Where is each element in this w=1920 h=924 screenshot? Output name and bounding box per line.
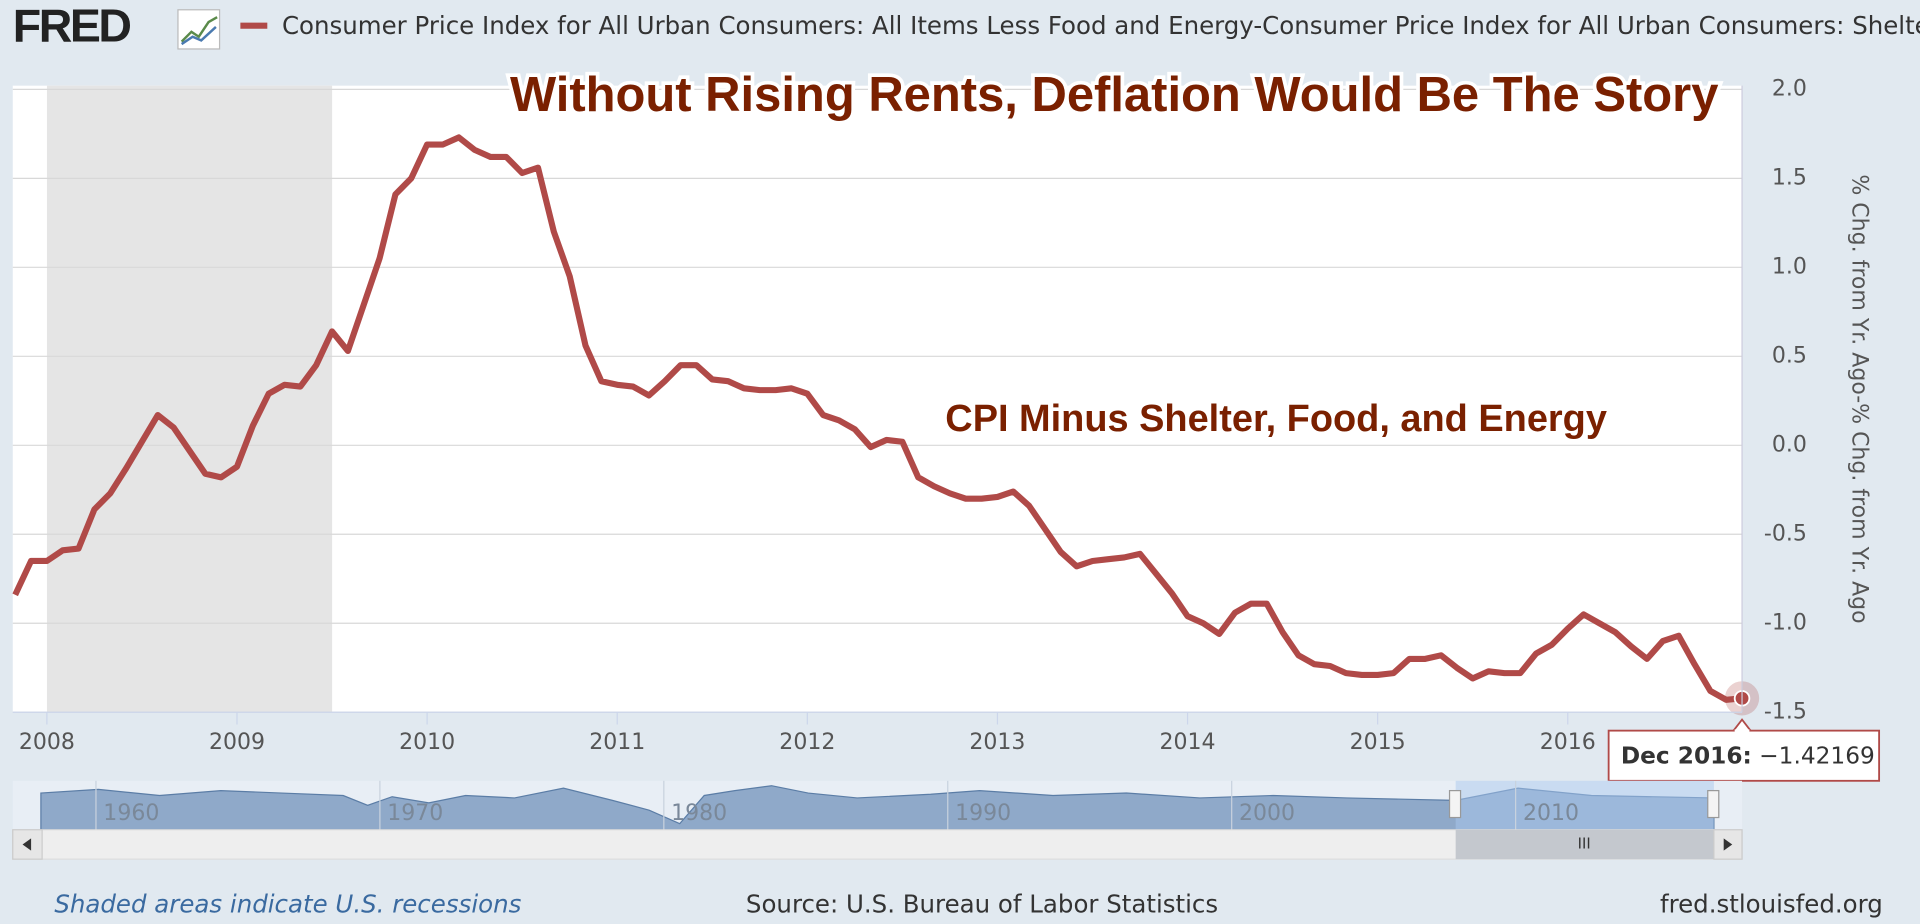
- arrow-right: [1723, 838, 1733, 851]
- navigator-selection: [1455, 780, 1714, 830]
- arrow-left: [22, 838, 32, 851]
- x-tick-label: 2010: [399, 730, 455, 755]
- y-tick-label: 0.0: [1772, 432, 1807, 457]
- y-tick-label: -0.5: [1764, 521, 1807, 546]
- y-tick-label: -1.0: [1764, 610, 1807, 635]
- navigator-label: 1980: [671, 801, 727, 826]
- navigator-label: 2010: [1523, 801, 1579, 826]
- navigator-label: 1960: [103, 801, 159, 826]
- navigator-label: 1990: [955, 801, 1011, 826]
- logo: FRED: [13, 0, 131, 52]
- y-axis-label: % Chg. from Yr. Ago-% Chg. from Yr. Ago: [1846, 174, 1871, 623]
- svg-text:Dec 2016:−1.42169: Dec 2016: −1.42169: [1621, 742, 1875, 769]
- series-line: [12, 134, 1743, 703]
- scrollbar-track[interactable]: [12, 829, 1743, 860]
- tooltip: Dec 2016: −1.42169: [1607, 718, 1881, 782]
- legend-label: Consumer Price Index for All Urban Consu…: [282, 11, 1920, 40]
- navigator-area: [40, 785, 1715, 831]
- footer-source: Source: U.S. Bureau of Labor Statistics: [746, 890, 1218, 919]
- y-tick-label: 1.5: [1772, 165, 1807, 190]
- x-tick-label: 2011: [589, 730, 645, 755]
- scrollbar-grip: III: [1578, 835, 1591, 852]
- y-tick-label: -1.5: [1764, 699, 1807, 724]
- x-tick-label: 2009: [209, 730, 265, 755]
- navigator-handle: [1707, 789, 1720, 819]
- x-tick-label: 2013: [969, 730, 1025, 755]
- recession-band: [46, 85, 333, 713]
- navigator-label: 2000: [1239, 801, 1295, 826]
- tooltip-colon: :: [1743, 742, 1752, 769]
- logo-icon: [177, 9, 221, 50]
- tooltip-date: Dec 2016: [1621, 742, 1743, 769]
- scrollbar[interactable]: III: [12, 829, 1743, 860]
- navigator-label: 1970: [387, 801, 443, 826]
- y-tick-label: 1.0: [1772, 254, 1807, 279]
- scrollbar-thumb[interactable]: [1455, 829, 1714, 860]
- y-tick-label: 2.0: [1772, 76, 1807, 101]
- x-tick-label: 2012: [779, 730, 835, 755]
- y-tick-label: 0.5: [1772, 343, 1807, 368]
- x-tick-label: 2008: [19, 730, 75, 755]
- x-tick-label: 2016: [1540, 730, 1596, 755]
- footer-note: Shaded areas indicate U.S. recessions: [54, 890, 521, 919]
- footer-site: fred.stlouisfed.org: [1660, 890, 1883, 919]
- tooltip-value: −1.42169: [1759, 742, 1875, 769]
- x-tick-label: 2015: [1350, 730, 1406, 755]
- annotation: CPI Minus Shelter, Food, and Energy: [945, 398, 1607, 440]
- navigator-handle: [1448, 789, 1462, 819]
- x-tick-label: 2014: [1160, 730, 1216, 755]
- chart-title: Without Rising Rents, Deflation Would Be…: [510, 68, 1718, 122]
- navigator: 1960 1970 1980 1990 2000 2010: [12, 780, 1743, 831]
